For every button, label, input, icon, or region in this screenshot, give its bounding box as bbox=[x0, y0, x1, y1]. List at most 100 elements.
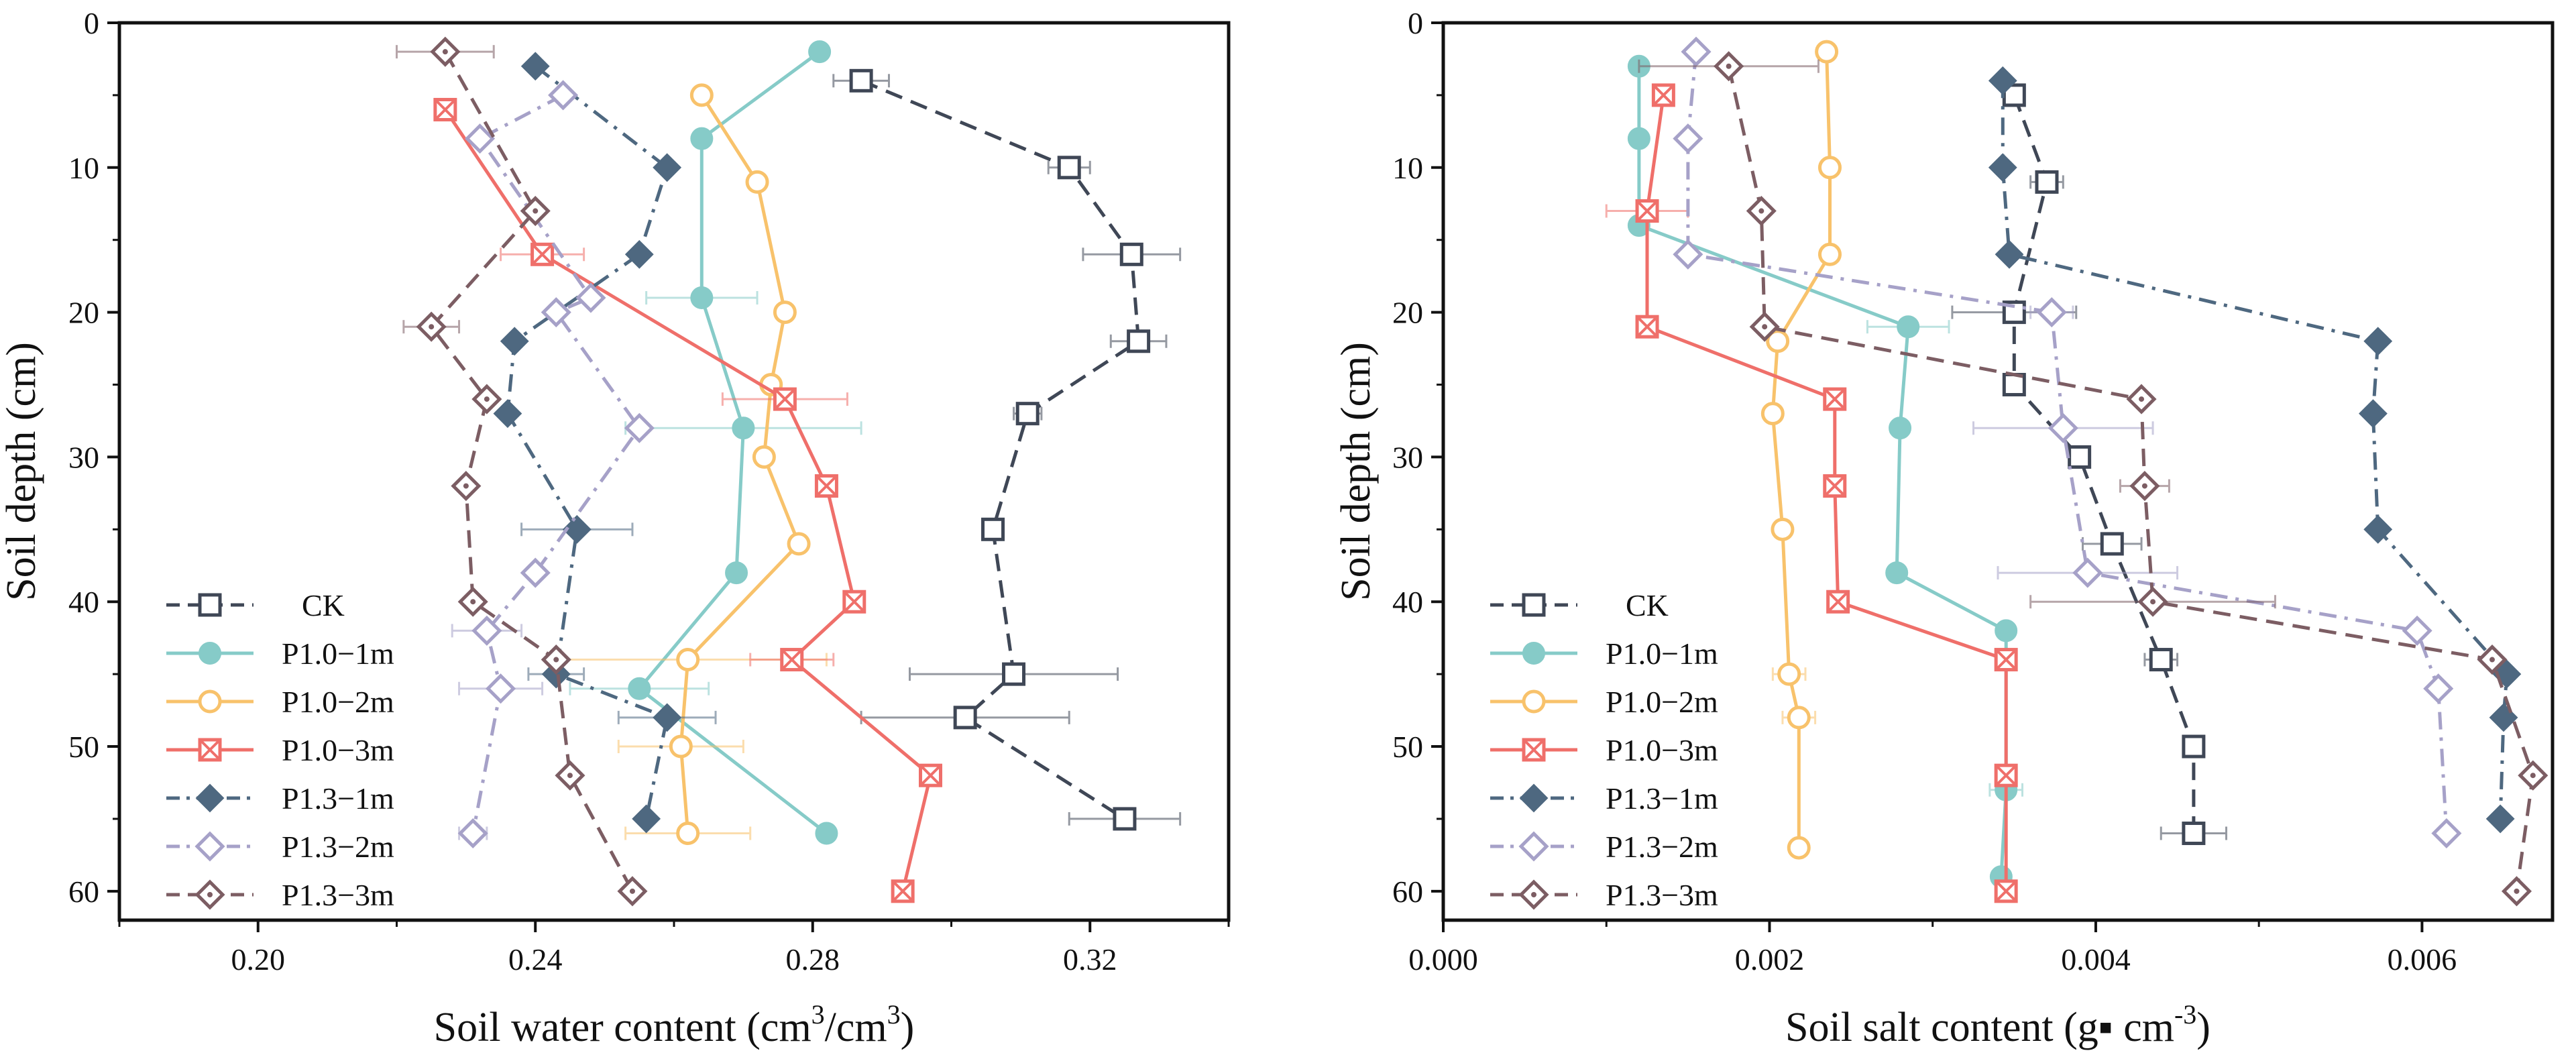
marker-dot bbox=[2530, 773, 2536, 779]
marker-dot bbox=[2139, 396, 2145, 402]
marker-diamond bbox=[2072, 557, 2103, 588]
data-point bbox=[815, 822, 838, 845]
marker-square bbox=[953, 706, 977, 730]
data-point bbox=[2501, 876, 2532, 907]
marker-dot bbox=[484, 396, 490, 402]
marker-circle bbox=[815, 822, 838, 845]
marker-square bbox=[849, 68, 873, 93]
data-point bbox=[433, 97, 457, 121]
y-axis-ticks: 0 10 20 30 40 50 60 bbox=[1392, 6, 1443, 909]
x-axis-title: Soil water content (cm3/cm3) bbox=[434, 999, 915, 1050]
data-point bbox=[520, 52, 550, 81]
marker-circle bbox=[676, 648, 700, 672]
data-point bbox=[2100, 532, 2124, 556]
data-point bbox=[1766, 329, 1790, 353]
data-point bbox=[548, 80, 579, 111]
marker-cross bbox=[773, 388, 796, 410]
x-axis-ticks: 0.20 0.24 0.28 0.32 bbox=[118, 920, 1230, 976]
y-tick-label: 10 bbox=[68, 151, 99, 185]
marker-square bbox=[1015, 402, 1040, 426]
data-point bbox=[1771, 517, 1795, 541]
marker-diamond bbox=[1988, 66, 2017, 95]
marker-diamond bbox=[1681, 36, 1712, 67]
legend-marker bbox=[1522, 689, 1546, 714]
marker-dot bbox=[553, 657, 559, 663]
marker-cross bbox=[891, 880, 914, 903]
legend-label: P1.0−3m bbox=[282, 733, 394, 767]
data-point bbox=[486, 673, 516, 704]
marker-diamond bbox=[624, 412, 655, 443]
legend-item-ck: CK bbox=[1490, 588, 1669, 622]
data-point bbox=[690, 286, 714, 310]
y-axis-ticks: 0 10 20 30 40 50 60 bbox=[68, 6, 119, 909]
marker-cross bbox=[1824, 388, 1846, 410]
series-ck bbox=[832, 68, 1182, 831]
data-point bbox=[1777, 662, 1801, 686]
marker-diamond bbox=[471, 615, 502, 646]
marker-dot bbox=[207, 892, 213, 897]
data-point bbox=[2423, 673, 2454, 704]
data-point bbox=[430, 36, 461, 67]
series-line bbox=[471, 93, 642, 834]
data-point bbox=[690, 127, 714, 150]
legend-label: P1.0−2m bbox=[282, 685, 394, 719]
data-point bbox=[1760, 402, 1785, 426]
data-point bbox=[1994, 879, 2018, 903]
marker-cross bbox=[434, 99, 457, 121]
series-p1-3-1m bbox=[493, 52, 717, 834]
data-point bbox=[653, 153, 682, 182]
data-point bbox=[541, 645, 571, 675]
marker-circle bbox=[732, 416, 755, 440]
data-point bbox=[2402, 615, 2432, 646]
data-point bbox=[2477, 645, 2508, 675]
marker-square bbox=[1127, 329, 1151, 353]
legend-label: P1.3−1m bbox=[1606, 781, 1718, 816]
marker-diamond bbox=[457, 818, 488, 849]
data-point bbox=[1817, 156, 1842, 180]
marker-dot bbox=[442, 49, 448, 55]
legend-item-p1-3-3m: P1.3−3m bbox=[166, 878, 394, 912]
marker-diamond bbox=[2485, 804, 2515, 834]
data-point bbox=[732, 416, 755, 440]
marker-circle bbox=[689, 83, 714, 107]
marker-circle bbox=[198, 689, 222, 714]
marker-square bbox=[198, 593, 222, 617]
x-tick-label: 0.28 bbox=[786, 942, 840, 976]
data-point bbox=[1995, 239, 2024, 269]
marker-circle bbox=[1817, 156, 1842, 180]
marker-circle bbox=[1817, 242, 1842, 266]
legend-label: P1.3−1m bbox=[282, 781, 394, 816]
legend-marker bbox=[195, 783, 225, 813]
data-point bbox=[520, 557, 551, 588]
marker-dot bbox=[2150, 599, 2156, 605]
x-tick-label: 0.24 bbox=[508, 942, 563, 976]
data-point bbox=[1113, 807, 1137, 831]
data-point bbox=[1635, 315, 1659, 339]
marker-cross bbox=[843, 590, 866, 613]
marker-dot bbox=[629, 888, 635, 894]
data-point bbox=[1787, 706, 1811, 730]
data-point bbox=[1994, 648, 2018, 672]
marker-square bbox=[2035, 170, 2059, 194]
marker-diamond bbox=[2431, 818, 2462, 849]
data-point bbox=[780, 648, 804, 672]
marker-circle bbox=[690, 286, 714, 310]
legend-label: P1.0−2m bbox=[1606, 685, 1718, 719]
marker-diamond bbox=[2489, 703, 2518, 732]
marker-circle bbox=[745, 170, 769, 194]
marker-square bbox=[1522, 593, 1546, 617]
marker-cross bbox=[781, 649, 803, 671]
y-tick-label: 20 bbox=[68, 296, 99, 330]
data-point bbox=[1988, 66, 2017, 95]
marker-circle bbox=[1889, 416, 1912, 440]
series-p1-3-2m bbox=[451, 80, 655, 849]
marker-cross bbox=[199, 738, 221, 761]
marker-diamond bbox=[2359, 399, 2388, 429]
y-axis-title: Soil depth (cm) bbox=[0, 342, 44, 601]
legend-item-p1-3-2m: P1.3−2m bbox=[166, 830, 394, 864]
marker-dot bbox=[1762, 324, 1768, 330]
marker-diamond bbox=[194, 831, 225, 862]
legend-marker bbox=[1522, 593, 1546, 617]
legend-item-p1-0-1m: P1.0−1m bbox=[166, 636, 394, 671]
data-point bbox=[842, 590, 866, 614]
